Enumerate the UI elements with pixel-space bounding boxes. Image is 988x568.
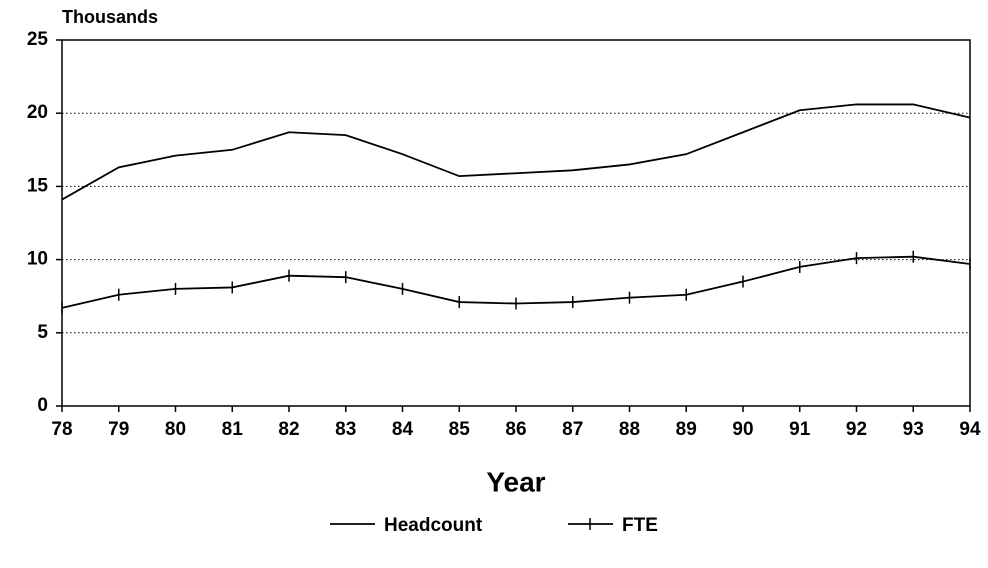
x-tick-label: 90: [732, 419, 753, 440]
y-tick-label: 0: [37, 395, 48, 416]
x-tick-label: 89: [676, 419, 697, 440]
x-tick-label: 79: [108, 419, 129, 440]
series-line: [61, 103, 971, 201]
y-tick-label: 15: [27, 175, 49, 196]
x-tick-label: 78: [51, 419, 72, 440]
y-tick-label: 5: [37, 322, 48, 343]
x-tick-label: 83: [335, 419, 356, 440]
x-tick-label: 81: [222, 419, 244, 440]
x-tick-label: 80: [165, 419, 186, 440]
y-axis-label: Thousands: [62, 7, 158, 27]
x-tick-label: 94: [959, 419, 981, 440]
x-tick-label: 84: [392, 419, 414, 440]
y-tick-label: 20: [27, 102, 48, 123]
x-tick-label: 86: [505, 419, 526, 440]
legend-label: Headcount: [384, 515, 483, 536]
x-tick-label: 82: [278, 419, 299, 440]
plot-frame: [61, 39, 971, 407]
legend-label: FTE: [622, 515, 658, 536]
x-tick-label: 93: [903, 419, 924, 440]
x-tick-label: 92: [846, 419, 867, 440]
x-tick-label: 91: [789, 419, 811, 440]
x-tick-label: 85: [449, 419, 471, 440]
x-tick-label: 87: [562, 419, 583, 440]
y-tick-label: 10: [27, 249, 48, 270]
y-tick-label: 25: [27, 29, 49, 50]
x-tick-label: 88: [619, 419, 640, 440]
x-axis-label: Year: [486, 466, 545, 497]
